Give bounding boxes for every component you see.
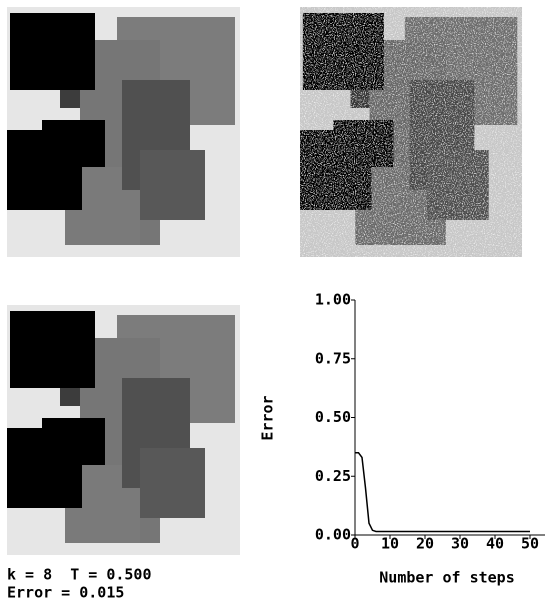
noisy-image [300, 7, 522, 257]
annotation: Error = 0.015 [7, 584, 124, 602]
x-tick-label: 30 [451, 535, 469, 553]
x-axis-label: Number of steps [379, 569, 514, 587]
figure: Error Number of steps k = 8 T = 0.500 Er… [0, 0, 557, 604]
error-line [355, 453, 530, 532]
restored-image [7, 305, 240, 555]
annotation: k = 8 T = 0.500 [7, 566, 152, 584]
x-tick-label: 0 [350, 535, 359, 553]
y-tick-label: 0.50 [315, 408, 351, 426]
x-tick-label: 10 [381, 535, 399, 553]
x-tick-label: 50 [521, 535, 539, 553]
y-tick-label: 0.25 [315, 467, 351, 485]
x-tick-label: 40 [486, 535, 504, 553]
y-tick-label: 0.75 [315, 349, 351, 367]
x-tick-label: 20 [416, 535, 434, 553]
y-axis-label: Error [259, 395, 277, 440]
y-tick-label: 1.00 [315, 291, 351, 309]
original-image [7, 7, 240, 257]
y-tick-label: 0.00 [315, 526, 351, 544]
